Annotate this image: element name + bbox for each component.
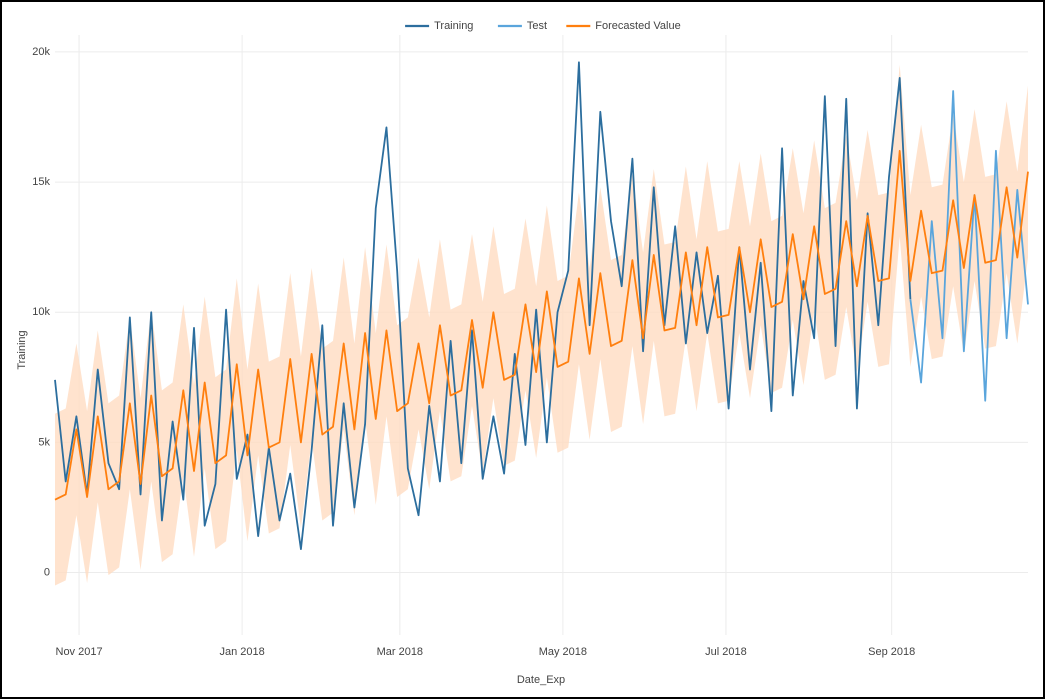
x-tick-label: May 2018 [539, 646, 587, 658]
x-axis-title: Date_Exp [517, 674, 565, 686]
y-tick-label: 5k [38, 436, 50, 448]
y-tick-label: 15k [32, 176, 50, 188]
plot-area [54, 61, 1029, 586]
legend-label: Test [527, 20, 547, 32]
y-tick-label: 0 [44, 566, 50, 578]
y-tick-label: 20k [32, 46, 50, 58]
legend-label: Training [434, 20, 473, 32]
y-axis-title: Training [16, 330, 28, 369]
series-line [54, 61, 912, 550]
legend: Training Test Forecasted Value [405, 20, 681, 32]
legend-label: Forecasted Value [595, 20, 680, 32]
x-tick-label: Nov 2017 [56, 646, 103, 658]
series-line [54, 149, 1029, 501]
x-tick-label: Sep 2018 [868, 646, 915, 658]
x-tick-label: Mar 2018 [377, 646, 423, 658]
x-tick-label: Jan 2018 [219, 646, 264, 658]
y-tick-label: 10k [32, 306, 50, 318]
grid: 0 5k 10k 15k 20k Nov 2017 Jan 2018 Mar 2018 May … [32, 35, 1028, 658]
series-line [909, 90, 1029, 402]
x-tick-label: Jul 2018 [705, 646, 747, 658]
